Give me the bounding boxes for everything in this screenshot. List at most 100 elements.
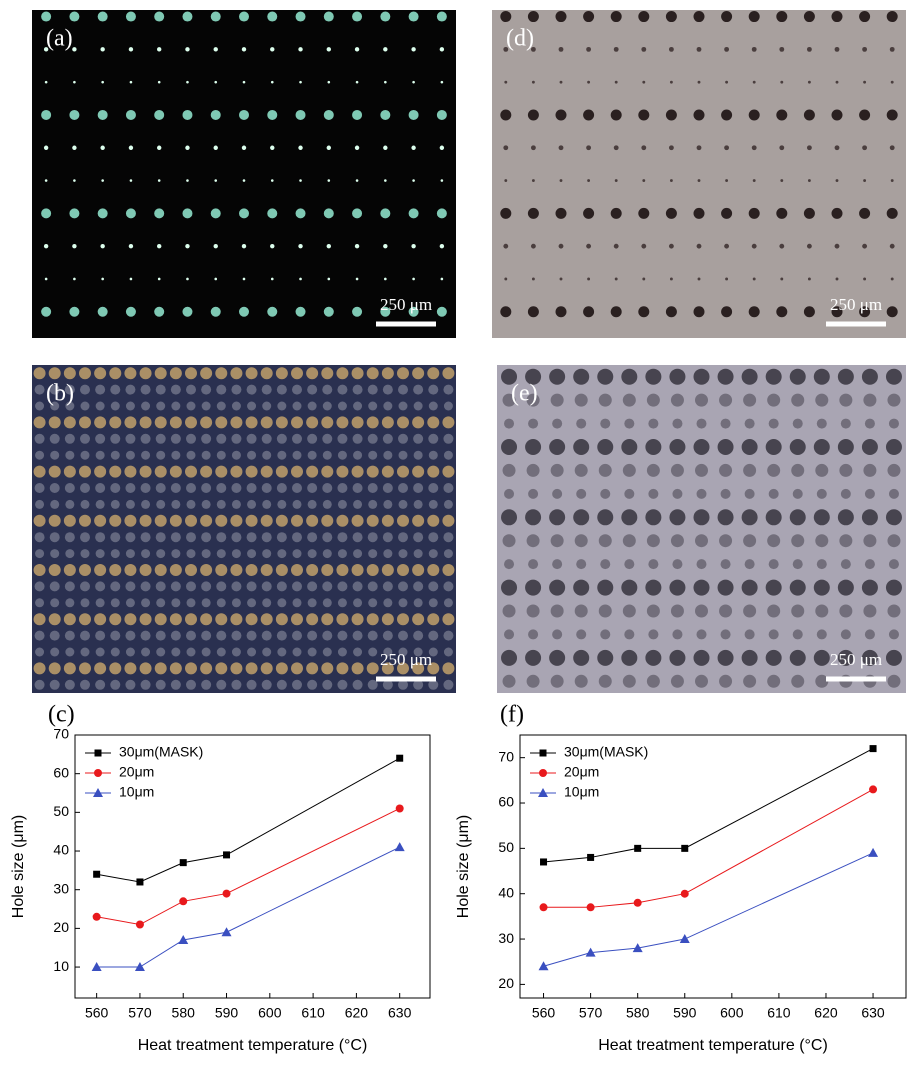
hole <box>262 549 272 559</box>
hole <box>573 579 590 596</box>
x-tick-label: 610 <box>301 1005 325 1021</box>
hole <box>169 514 182 527</box>
hole <box>231 630 242 641</box>
hole <box>525 579 542 596</box>
hole <box>527 109 539 121</box>
hole <box>353 647 363 657</box>
hole <box>436 11 447 22</box>
hole <box>531 179 535 182</box>
hole <box>34 581 45 592</box>
hole <box>101 80 104 84</box>
hole <box>669 179 673 182</box>
hole <box>813 368 830 385</box>
hole <box>412 613 425 626</box>
hole <box>621 649 638 666</box>
micrograph-background <box>32 10 456 338</box>
hole <box>306 514 319 527</box>
hole <box>367 433 378 444</box>
hole <box>110 647 120 657</box>
hole <box>230 613 243 626</box>
hole <box>383 243 388 249</box>
hole <box>443 679 454 690</box>
hole <box>245 662 258 675</box>
hole <box>815 674 829 688</box>
hole <box>292 647 302 657</box>
hole <box>550 604 564 618</box>
hole <box>748 11 760 23</box>
hole <box>230 416 243 429</box>
hole <box>695 604 708 618</box>
hole <box>326 47 331 52</box>
hole <box>154 367 167 380</box>
hole <box>831 11 843 23</box>
hole <box>231 647 241 657</box>
hole <box>526 463 540 477</box>
hole <box>63 613 76 626</box>
hole <box>185 416 197 429</box>
hole <box>72 47 77 52</box>
hole <box>129 277 133 281</box>
hole <box>94 514 107 527</box>
hole <box>526 393 540 407</box>
marker <box>680 889 689 898</box>
hole <box>141 549 151 559</box>
hole <box>94 613 107 626</box>
hole <box>33 662 46 675</box>
hole <box>299 179 302 182</box>
hole <box>864 629 875 640</box>
hole <box>741 368 758 385</box>
hole <box>128 145 134 150</box>
hole <box>295 109 306 120</box>
hole <box>327 80 331 84</box>
hole <box>241 145 247 150</box>
hole <box>246 630 257 641</box>
hole <box>261 630 272 641</box>
hole <box>440 179 444 182</box>
hole <box>157 80 161 84</box>
hole <box>621 579 638 596</box>
marker <box>396 754 404 762</box>
hole <box>383 145 388 150</box>
hole <box>94 564 107 576</box>
hole <box>79 514 91 527</box>
hole <box>246 384 257 395</box>
hole <box>139 514 152 527</box>
hole <box>504 559 515 570</box>
hole <box>725 179 729 182</box>
hole <box>299 277 302 281</box>
hole <box>889 145 895 151</box>
hole <box>154 613 167 626</box>
hole <box>156 450 166 460</box>
hole <box>292 679 302 690</box>
hole <box>295 306 306 317</box>
hole <box>383 47 388 52</box>
hole <box>366 465 379 478</box>
hole <box>216 401 226 411</box>
hole <box>525 649 542 666</box>
hole <box>322 384 333 395</box>
hole <box>170 532 181 543</box>
hole <box>669 579 686 596</box>
hole <box>816 629 827 640</box>
hole <box>803 11 815 23</box>
hole <box>411 145 416 150</box>
hole <box>298 243 303 249</box>
hole <box>550 393 564 407</box>
hole <box>80 450 90 460</box>
hole <box>717 439 734 455</box>
hole <box>262 450 272 460</box>
hole <box>719 674 733 688</box>
hole <box>239 109 249 120</box>
hole <box>321 367 334 380</box>
hole <box>791 604 805 618</box>
hole <box>275 613 288 626</box>
hole <box>230 662 243 675</box>
hole <box>200 514 213 527</box>
hole <box>443 499 453 509</box>
hole <box>442 465 455 478</box>
hole <box>260 613 273 626</box>
hole <box>527 306 539 318</box>
hole <box>648 629 659 640</box>
hole <box>645 649 662 666</box>
hole <box>743 393 757 407</box>
